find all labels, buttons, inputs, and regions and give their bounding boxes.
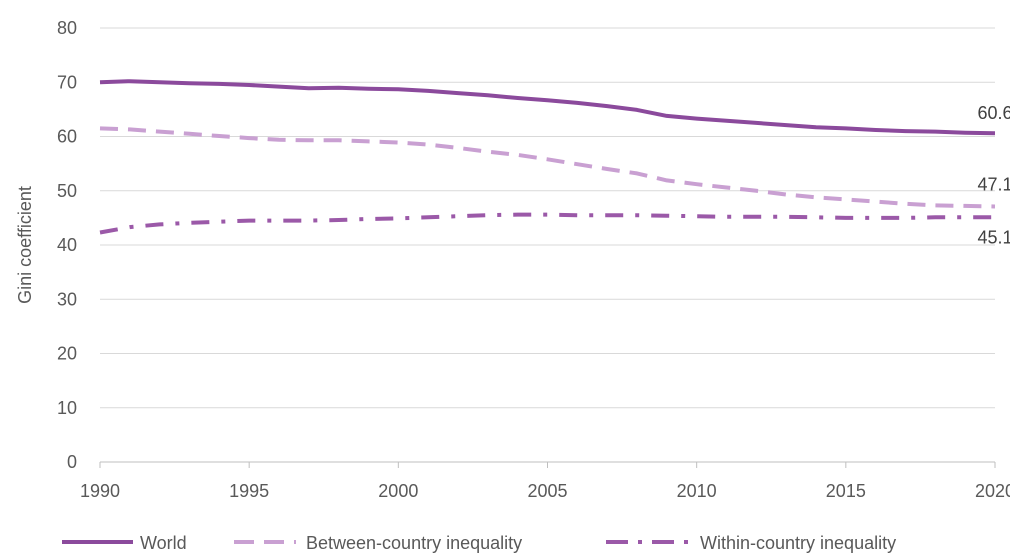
end-value-labels: 60.6 47.1 45.1 [977, 103, 1010, 247]
end-value-label: 45.1 [977, 227, 1010, 247]
x-tick-label: 2020 [975, 481, 1010, 501]
y-tick-label: 0 [67, 452, 77, 472]
end-value-label: 47.1 [977, 174, 1010, 194]
y-axis-title: Gini coefficient [15, 186, 35, 304]
x-axis-ticks: 1990 1995 2000 2005 2010 2015 2020 [80, 462, 1010, 501]
y-axis-ticks: 0 10 20 30 40 50 60 70 80 [57, 18, 77, 472]
end-value-label: 60.6 [977, 103, 1010, 123]
legend-label: Between-country inequality [306, 533, 522, 553]
y-tick-label: 40 [57, 235, 77, 255]
y-tick-label: 80 [57, 18, 77, 38]
x-tick-label: 2010 [677, 481, 717, 501]
series-line-2 [99, 212, 995, 235]
y-tick-label: 60 [57, 127, 77, 147]
x-tick-label: 2000 [378, 481, 418, 501]
x-tick-label: 1990 [80, 481, 120, 501]
legend-label: World [140, 533, 187, 553]
series-lines [99, 79, 996, 235]
y-tick-label: 70 [57, 72, 77, 92]
legend: World Between-country inequality Within-co… [62, 533, 896, 553]
x-tick-label: 1995 [229, 481, 269, 501]
y-tick-label: 20 [57, 344, 77, 364]
series-line-0 [99, 79, 996, 136]
y-tick-label: 50 [57, 181, 77, 201]
series-line-1 [99, 126, 996, 209]
legend-label: Within-country inequality [700, 533, 896, 553]
y-tick-label: 30 [57, 289, 77, 309]
x-tick-label: 2005 [527, 481, 567, 501]
x-tick-label: 2015 [826, 481, 866, 501]
y-tick-label: 10 [57, 398, 77, 418]
